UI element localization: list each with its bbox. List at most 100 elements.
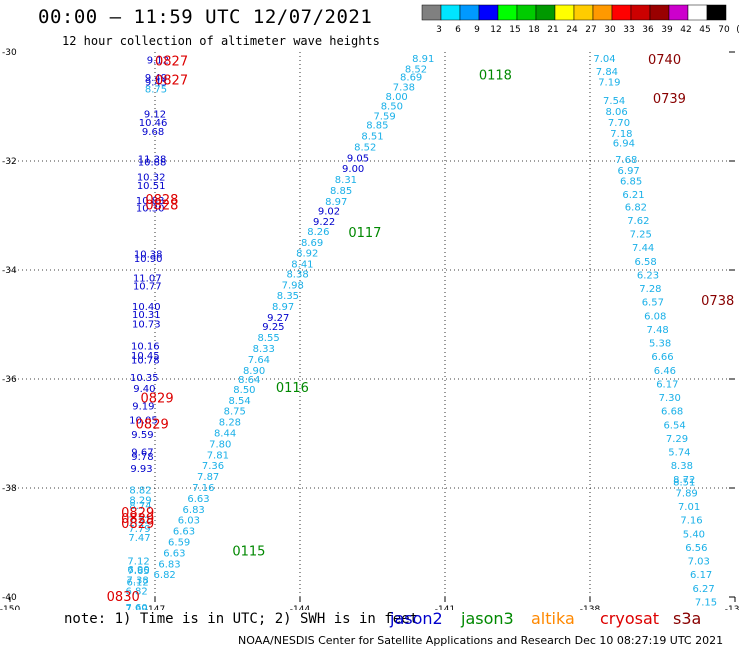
swh-point: 9.49 bbox=[145, 73, 167, 84]
swh-point: 6.82 bbox=[625, 202, 647, 213]
time-label: 0828 bbox=[145, 193, 178, 208]
time-label: 0829 bbox=[121, 517, 154, 532]
swh-point: 7.28 bbox=[639, 284, 661, 295]
swh-point: 7.68 bbox=[615, 155, 637, 166]
swh-point: 7.01 bbox=[678, 502, 700, 513]
swh-point: 9.12 bbox=[147, 56, 169, 67]
swh-point: 7.48 bbox=[647, 325, 669, 336]
swh-point: 10.73 bbox=[132, 320, 161, 331]
time-label: 0828 bbox=[145, 199, 178, 214]
colorbar-label: (ft) bbox=[736, 25, 740, 35]
time-label: 0827 bbox=[155, 73, 188, 88]
colorbar-label: 33 bbox=[623, 25, 634, 35]
legend-jason3: jason3 bbox=[461, 609, 514, 628]
colorbar-label: 21 bbox=[547, 25, 558, 35]
colorbar-label: 45 bbox=[699, 25, 710, 35]
swh-point: 8.41 bbox=[291, 260, 313, 271]
swh-point: 9.05 bbox=[347, 153, 369, 164]
swh-point: 7.54 bbox=[603, 96, 625, 107]
swh-point: 6.17 bbox=[656, 379, 678, 390]
swh-point: 8.29 bbox=[129, 496, 151, 507]
swh-point: 9.40 bbox=[133, 384, 155, 395]
swh-point: 7.98 bbox=[282, 280, 304, 291]
colorbar-swatch bbox=[649, 4, 670, 21]
swh-point: 6.12 bbox=[126, 577, 148, 588]
swh-point: 10.31 bbox=[132, 310, 161, 321]
swh-point: 6.59 bbox=[168, 538, 190, 549]
swh-point: 10.51 bbox=[137, 181, 166, 192]
swh-point: 8.91 bbox=[412, 54, 434, 65]
swh-point: 6.23 bbox=[637, 270, 659, 281]
swh-point: 8.51 bbox=[673, 478, 695, 489]
swh-point: 7.19 bbox=[598, 78, 620, 89]
swh-point: 7.70 bbox=[608, 118, 630, 129]
y-tick-label: -36 bbox=[2, 375, 17, 385]
swh-point: 6.90 bbox=[127, 565, 149, 576]
swh-point: 10.88 bbox=[138, 158, 167, 169]
swh-point: 9.27 bbox=[267, 313, 289, 324]
swh-point: 8.97 bbox=[272, 302, 294, 313]
colorbar-swatch bbox=[478, 4, 499, 21]
x-tick-label: -150 bbox=[0, 605, 20, 610]
swh-point: 8.00 bbox=[386, 92, 408, 103]
swh-point: 11.07 bbox=[133, 274, 162, 285]
swh-point: 7.62 bbox=[627, 216, 649, 227]
swh-point: 6.82 bbox=[154, 570, 176, 581]
swh-point: 8.97 bbox=[325, 197, 347, 208]
swh-point: 6.66 bbox=[651, 352, 673, 363]
swh-point: 10.46 bbox=[139, 118, 168, 129]
data-points: 9.129.499.438.759.1210.469.6811.3810.881… bbox=[126, 54, 718, 610]
colorbar-swatch bbox=[687, 4, 708, 21]
swh-point: 7.03 bbox=[688, 557, 710, 568]
swh-point: 8.90 bbox=[243, 366, 265, 377]
swh-point: 8.44 bbox=[214, 429, 236, 440]
colorbar-swatch bbox=[706, 4, 727, 21]
swh-point: 7.15 bbox=[695, 597, 717, 608]
swh-point: 6.85 bbox=[620, 177, 642, 188]
time-label: 0739 bbox=[653, 92, 686, 107]
legend-altika: altika bbox=[531, 609, 575, 628]
swh-point: 9.68 bbox=[142, 127, 164, 138]
swh-point: 10.05 bbox=[129, 415, 158, 426]
swh-point: 7.16 bbox=[680, 516, 702, 527]
swh-point: 8.06 bbox=[605, 107, 627, 118]
swh-point: 10.16 bbox=[131, 341, 160, 352]
swh-point: 8.28 bbox=[219, 418, 241, 429]
x-tick-label: -138 bbox=[580, 605, 601, 610]
colorbar-label: 39 bbox=[661, 25, 673, 35]
y-tick-label: -32 bbox=[2, 157, 17, 167]
swh-point: 7.87 bbox=[197, 472, 219, 483]
swh-point: 8.26 bbox=[307, 227, 329, 238]
swh-point: 8.52 bbox=[405, 64, 427, 75]
swh-point: 10.32 bbox=[137, 172, 166, 183]
swh-point: 8.38 bbox=[671, 461, 693, 472]
plot-area: -150 -147 -144 -141 -138 -135 -30 -32 -34 -36 -38 -… bbox=[0, 48, 740, 610]
swh-point: 7.84 bbox=[596, 67, 618, 78]
swh-point: 7.25 bbox=[630, 230, 652, 241]
colorbar-label: 24 bbox=[566, 25, 578, 35]
swh-point: 7.16 bbox=[192, 483, 214, 494]
swh-point: 7.38 bbox=[126, 576, 148, 587]
swh-point: 7.81 bbox=[207, 450, 229, 461]
time-label: 0738 bbox=[701, 294, 734, 309]
swh-point: 6.17 bbox=[690, 570, 712, 581]
swh-point: 9.25 bbox=[262, 322, 284, 333]
swh-point: 6.94 bbox=[613, 139, 635, 150]
swh-point: 7.60 bbox=[126, 603, 148, 610]
swh-point: 5.74 bbox=[668, 448, 690, 459]
time-label: 0116 bbox=[276, 381, 309, 396]
swh-point: 10.77 bbox=[133, 281, 162, 292]
colorbar-label: 36 bbox=[642, 25, 654, 35]
colorbar-label: 30 bbox=[604, 25, 616, 35]
legend-cryosat: cryosat bbox=[600, 609, 660, 628]
swh-point: 8.69 bbox=[301, 238, 323, 249]
time-label: 0830 bbox=[107, 590, 140, 605]
swh-point: 6.63 bbox=[163, 548, 185, 559]
swh-point: 9.93 bbox=[130, 464, 152, 475]
time-label: 0118 bbox=[479, 68, 512, 83]
swh-point: 10.83 bbox=[136, 196, 165, 207]
swh-point: 10.35 bbox=[130, 373, 159, 384]
time-labels: 0827082708280828082908290829082908290830… bbox=[107, 53, 735, 605]
colorbar-swatch bbox=[535, 4, 556, 21]
